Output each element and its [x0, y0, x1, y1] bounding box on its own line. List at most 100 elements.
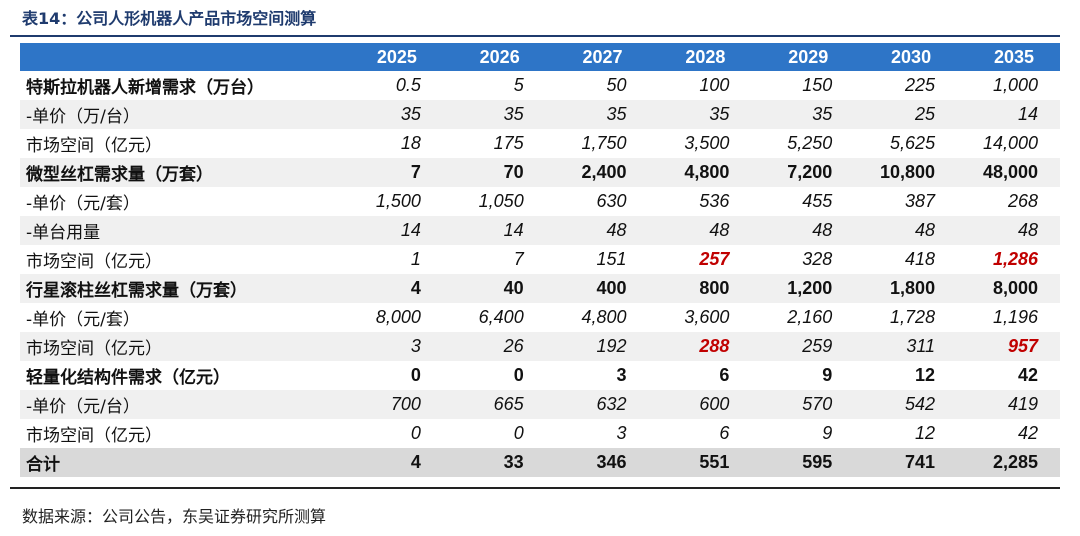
table-cell: 630 [596, 191, 627, 211]
table-cell: 25 [854, 100, 958, 129]
table-cell: 418 [905, 249, 936, 269]
row-label: 特斯拉机器人新增需求（万台） [26, 78, 264, 98]
table-cell: 42 [1017, 365, 1038, 385]
table-cell: 3,500 [684, 133, 730, 153]
header-label-cell [20, 43, 341, 71]
table-cell: 536 [699, 191, 730, 211]
row-label: 市场空间（亿元） [26, 252, 162, 272]
table-cell: 1,728 [890, 307, 936, 327]
table-cell: 12 [915, 423, 936, 443]
table-cell: 48 [648, 216, 752, 245]
table-cell: 1,750 [581, 133, 627, 153]
table-row: -单台用量 14 14 48 48 48 48 48 [20, 216, 1060, 245]
table-cell: 2,285 [957, 448, 1060, 477]
table-row: -单价（万/台） 35 35 35 35 35 25 14 [20, 100, 1060, 129]
highlighted-cell: 257 [699, 249, 730, 269]
table-row: -单价（元/台） 700 665 632 600 570 542 419 [20, 390, 1060, 419]
table-cell: 0 [513, 365, 524, 385]
table-cell: 1,200 [751, 274, 855, 303]
table-cell: 225 [905, 75, 936, 95]
table-cell: 40 [442, 274, 546, 303]
table-cell: 0 [410, 365, 421, 385]
table-cell: 7 [513, 249, 524, 269]
table-cell: 3 [616, 423, 627, 443]
year-header: 2025 [340, 43, 443, 71]
highlighted-cell: 288 [648, 332, 752, 361]
source-note: 数据来源：公司公告，东吴证券研究所测算 [22, 507, 327, 526]
table-cell: 1 [410, 249, 421, 269]
table-cell: 26 [442, 332, 546, 361]
table-row: 特斯拉机器人新增需求（万台） 0.5 5 50 100 150 225 1,00… [20, 71, 1060, 100]
table-cell: 6,400 [478, 307, 524, 327]
table-row: 行星滚柱丝杠需求量（万套） 4 40 400 800 1,200 1,800 8… [20, 274, 1060, 303]
row-label: 轻量化结构件需求（亿元） [26, 368, 230, 388]
table-cell: 48 [545, 216, 649, 245]
table-cell: 9 [822, 423, 833, 443]
table-cell: 35 [340, 100, 443, 129]
highlighted-cell: 1,286 [992, 249, 1038, 269]
market-size-table: 2025 2026 2027 2028 2029 2030 2035 特斯拉机器… [20, 43, 1060, 477]
table-cell: 48 [854, 216, 958, 245]
table-bottom-divider [10, 487, 1060, 489]
table-cell: 5 [513, 75, 524, 95]
table-cell: 346 [545, 448, 649, 477]
row-label: 市场空间（亿元） [20, 332, 341, 361]
table-row: -单价（元/套） 1,500 1,050 630 536 455 387 268 [20, 187, 1060, 216]
table-cell: 100 [699, 75, 730, 95]
table-cell: 18 [400, 133, 421, 153]
table-cell: 328 [802, 249, 833, 269]
table-cell: 665 [442, 390, 546, 419]
table-row: -单价（元/套） 8,000 6,400 4,800 3,600 2,160 1… [20, 303, 1060, 332]
table-cell: 12 [915, 365, 936, 385]
table-cell: 551 [648, 448, 752, 477]
table-cell: 35 [545, 100, 649, 129]
table-cell: 600 [648, 390, 752, 419]
table-cell: 192 [545, 332, 649, 361]
table-title: 表14：公司人形机器人产品市场空间测算 [22, 9, 317, 28]
table-cell: 8,000 [957, 274, 1060, 303]
row-label: 行星滚柱丝杠需求量（万套） [20, 274, 341, 303]
table-cell: 595 [751, 448, 855, 477]
table-cell: 3 [340, 332, 443, 361]
table-cell: 0.5 [395, 75, 421, 95]
table-cell: 42 [1017, 423, 1038, 443]
table-cell: 741 [854, 448, 958, 477]
table-cell: 4 [340, 448, 443, 477]
row-label: -单价（万/台） [20, 100, 341, 129]
row-label: -单价（元/套） [26, 310, 140, 330]
table-cell: 48 [957, 216, 1060, 245]
table-cell: 4,800 [648, 158, 752, 187]
table-row: 市场空间（亿元） 3 26 192 288 259 311 957 [20, 332, 1060, 361]
table-cell: 800 [648, 274, 752, 303]
year-header: 2027 [545, 43, 649, 71]
table-cell: 70 [442, 158, 546, 187]
table-row: 轻量化结构件需求（亿元） 0 0 3 6 9 12 42 [20, 361, 1060, 390]
table-cell: 4 [340, 274, 443, 303]
table-cell: 14 [442, 216, 546, 245]
table-cell: 150 [802, 75, 833, 95]
row-label: -单价（元/套） [26, 194, 140, 214]
row-label: 市场空间（亿元） [26, 136, 162, 156]
table-row: 微型丝杠需求量（万套） 7 70 2,400 4,800 7,200 10,80… [20, 158, 1060, 187]
table-cell: 632 [545, 390, 649, 419]
table-cell: 48 [751, 216, 855, 245]
table-cell: 7 [340, 158, 443, 187]
table-cell: 35 [442, 100, 546, 129]
table-cell: 6 [719, 365, 730, 385]
table-cell: 542 [854, 390, 958, 419]
table-cell: 570 [751, 390, 855, 419]
table-cell: 2,160 [787, 307, 833, 327]
table-row: 市场空间（亿元） 18 175 1,750 3,500 5,250 5,625 … [20, 129, 1060, 158]
table-cell: 14 [340, 216, 443, 245]
table-cell: 14 [957, 100, 1060, 129]
total-row: 合计 4 33 346 551 595 741 2,285 [20, 448, 1060, 477]
table-cell: 4,800 [581, 307, 627, 327]
table-cell: 455 [802, 191, 833, 211]
table-cell: 700 [340, 390, 443, 419]
table-cell: 0 [410, 423, 421, 443]
table-cell: 8,000 [375, 307, 421, 327]
table-cell: 400 [545, 274, 649, 303]
table-cell: 268 [1007, 191, 1038, 211]
table-cell: 151 [596, 249, 627, 269]
table-cell: 3 [616, 365, 627, 385]
